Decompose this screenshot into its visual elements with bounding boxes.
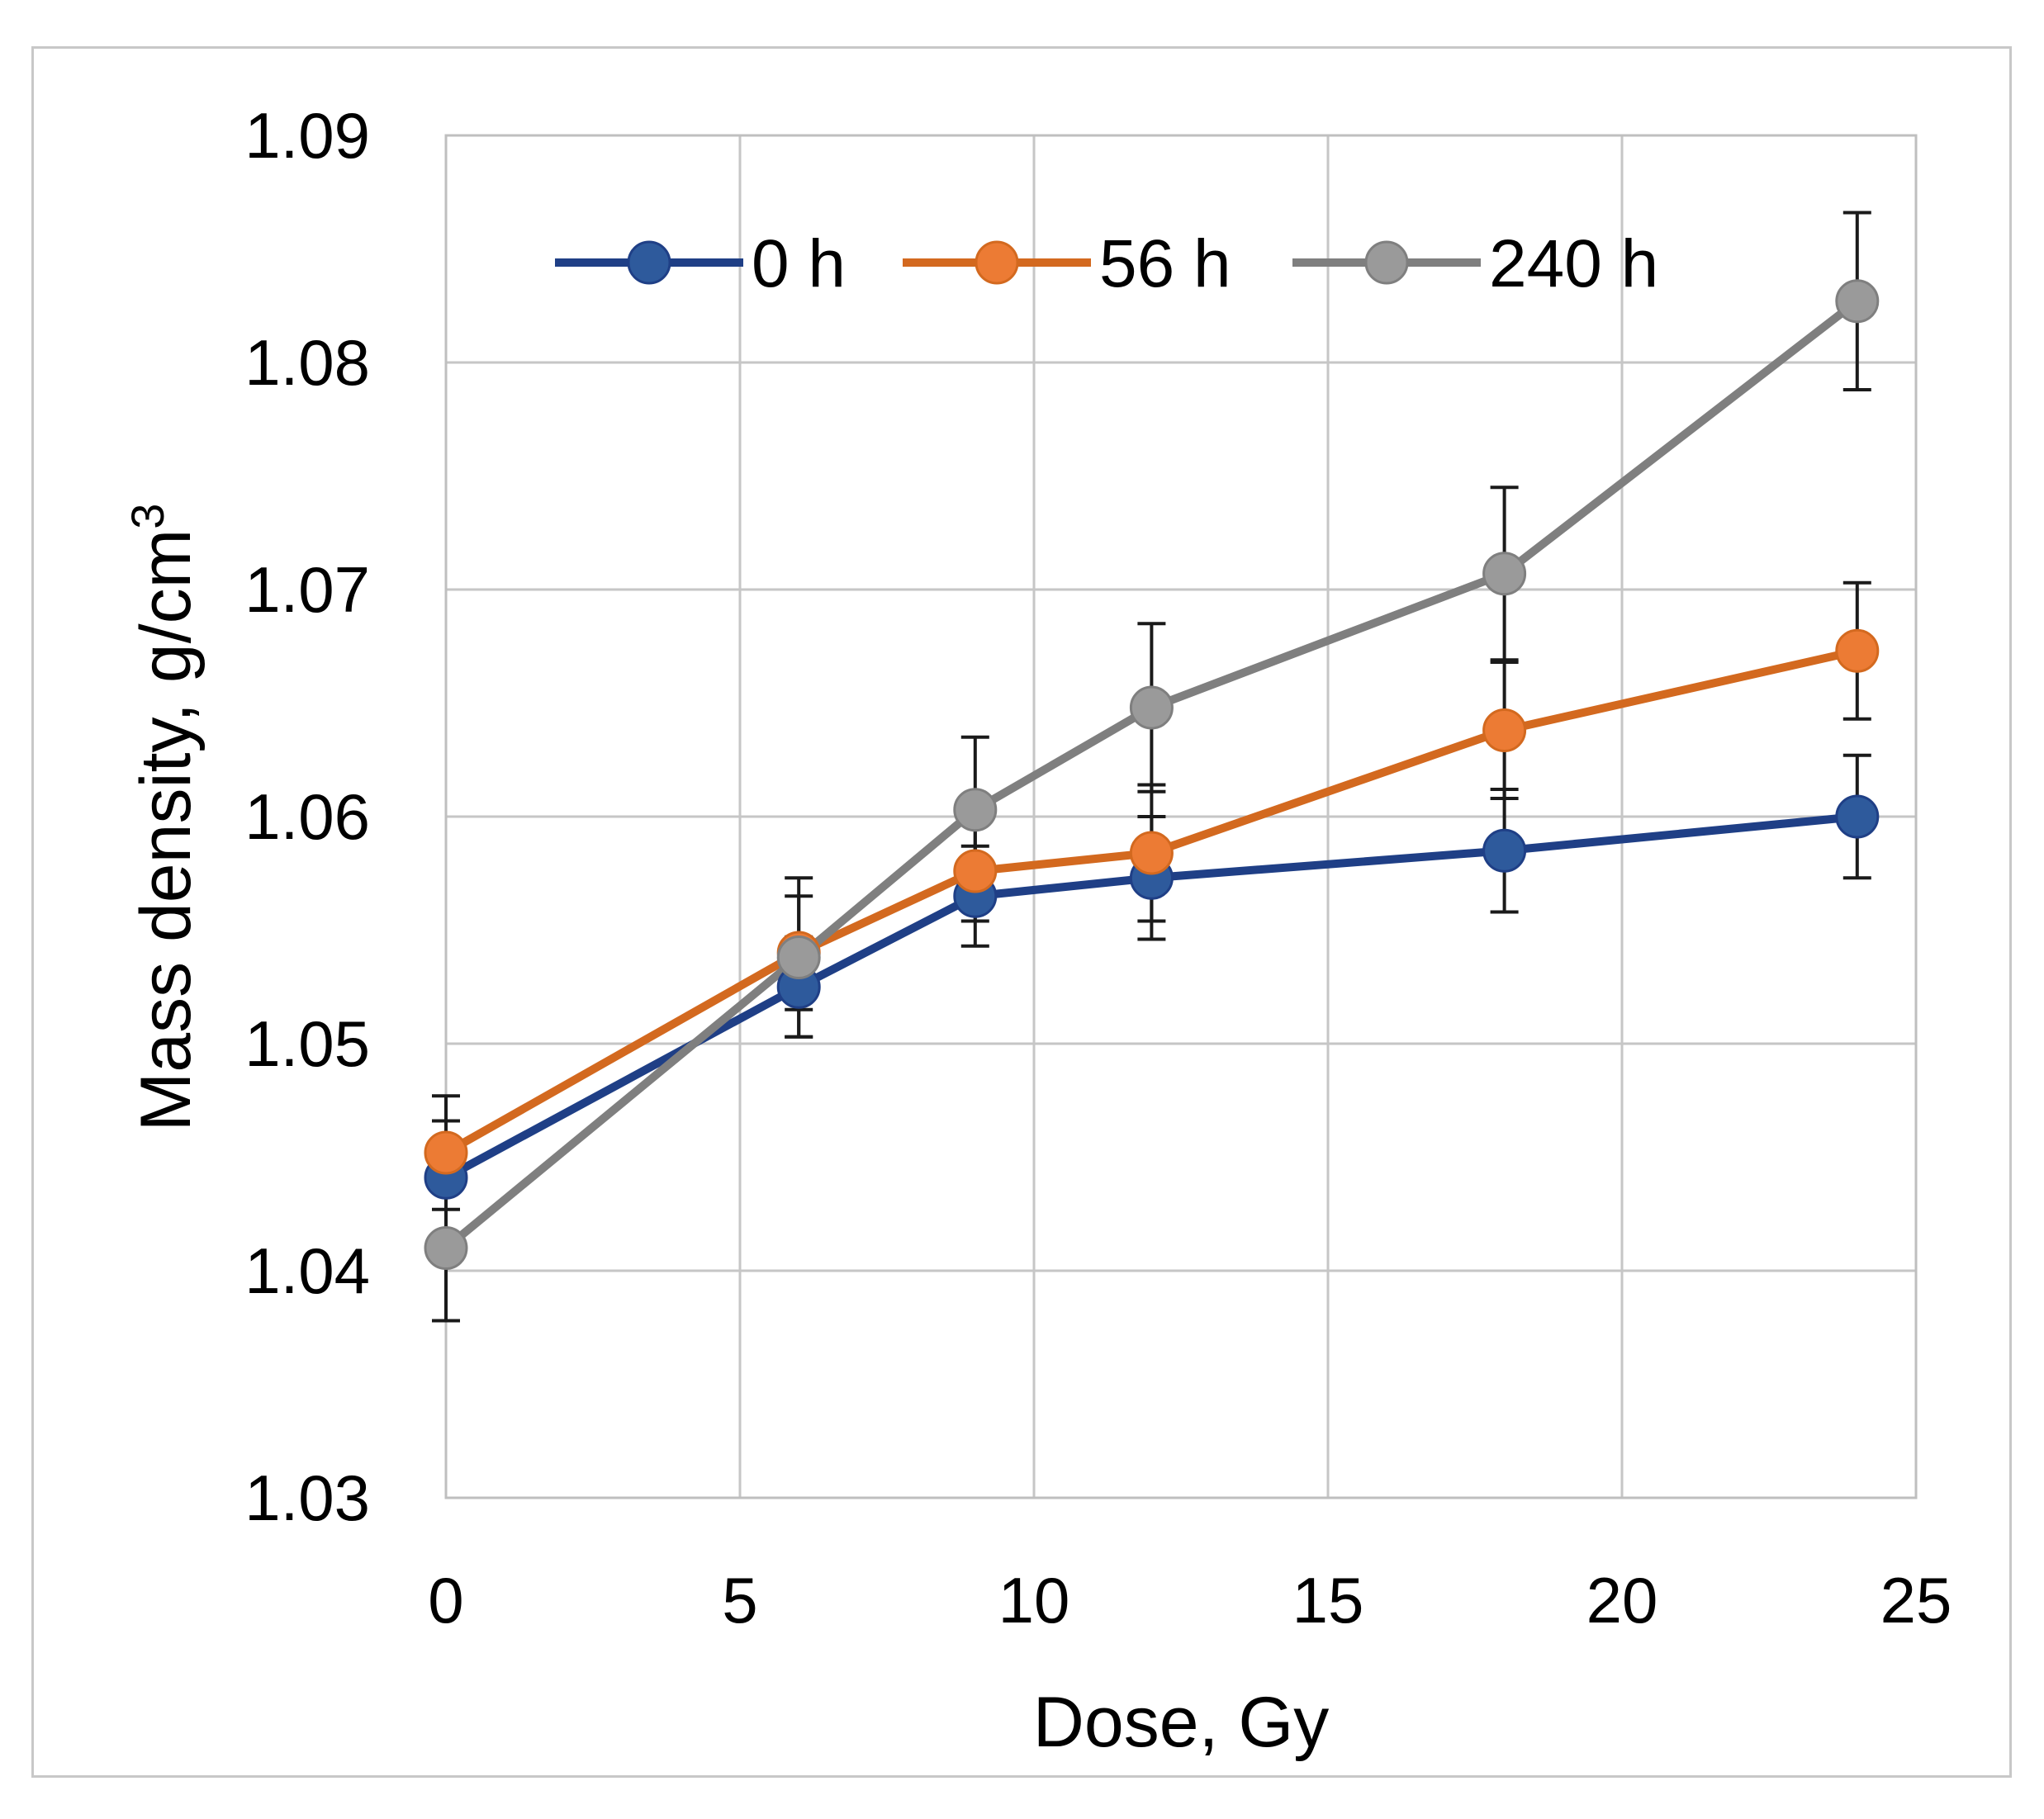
legend-item-240-h: 240 h: [1292, 226, 1658, 301]
grid-lines: [444, 134, 1918, 1499]
series-line-240-h: [443, 297, 1860, 1252]
data-point: [424, 1130, 468, 1175]
legend-swatch-marker: [627, 240, 671, 285]
data-point: [953, 849, 998, 893]
data-point: [1129, 831, 1174, 875]
data-point: [1835, 794, 1880, 839]
error-bars-240-h: [432, 211, 1871, 1323]
data-point: [953, 788, 998, 832]
series-markers-240-h: [424, 279, 1880, 1270]
y-tick-label: 1.06: [244, 780, 370, 853]
y-tick-label: 1.04: [244, 1234, 370, 1307]
data-point: [776, 936, 821, 979]
data-point: [1482, 552, 1527, 596]
x-tick-label: 10: [998, 1564, 1070, 1637]
legend-swatch-marker: [1364, 240, 1409, 285]
y-axis-tick-labels: 1.03 1.04 1.05 1.06 1.07 1.08 1.09: [244, 99, 370, 1534]
y-axis-title: Mass density, g/cm3: [121, 504, 206, 1132]
y-axis-title-superscript: 3: [121, 504, 173, 529]
y-tick-label: 1.07: [244, 553, 370, 626]
data-point: [1482, 828, 1527, 873]
legend-item-0-h: 0 h: [555, 226, 846, 301]
data-point: [1129, 685, 1174, 730]
data-point: [1835, 279, 1880, 324]
x-axis-tick-labels: 0 5 10 15 20 25: [428, 1564, 1952, 1637]
y-tick-label: 1.08: [244, 326, 370, 399]
y-tick-label: 1.05: [244, 1007, 370, 1080]
series-group: [424, 211, 1880, 1323]
legend: 0 h 56 h 240 h: [555, 226, 1658, 301]
chart-frame: [31, 46, 2012, 1778]
y-axis-title-main: Mass density, g/cm: [126, 529, 206, 1132]
legend-label: 240 h: [1489, 226, 1658, 301]
series-line-0-h: [443, 812, 1858, 1182]
data-point: [424, 1226, 468, 1270]
x-tick-label: 25: [1880, 1564, 1952, 1637]
legend-item-56-h: 56 h: [903, 226, 1231, 301]
x-tick-label: 5: [722, 1564, 757, 1637]
plot-area-border: [444, 134, 1918, 1499]
x-tick-label: 0: [428, 1564, 463, 1637]
y-tick-label: 1.03: [244, 1461, 370, 1534]
series-line-56-h: [443, 647, 1858, 1157]
data-point: [1482, 708, 1527, 752]
x-tick-label: 15: [1292, 1564, 1364, 1637]
legend-label: 0 h: [752, 226, 846, 301]
x-axis-title: Dose, Gy: [1033, 1683, 1329, 1762]
y-tick-label: 1.09: [244, 99, 370, 172]
legend-swatch-marker: [975, 240, 1019, 285]
legend-label: 56 h: [1099, 226, 1231, 301]
x-tick-label: 20: [1586, 1564, 1658, 1637]
data-point: [1835, 628, 1880, 673]
